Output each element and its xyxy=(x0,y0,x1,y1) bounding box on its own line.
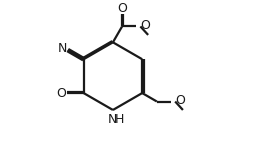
Text: O: O xyxy=(140,19,150,32)
Text: H: H xyxy=(115,113,124,126)
Text: N: N xyxy=(108,113,118,126)
Text: O: O xyxy=(175,94,185,107)
Text: O: O xyxy=(56,87,66,100)
Text: O: O xyxy=(117,2,127,15)
Text: N: N xyxy=(57,42,67,55)
